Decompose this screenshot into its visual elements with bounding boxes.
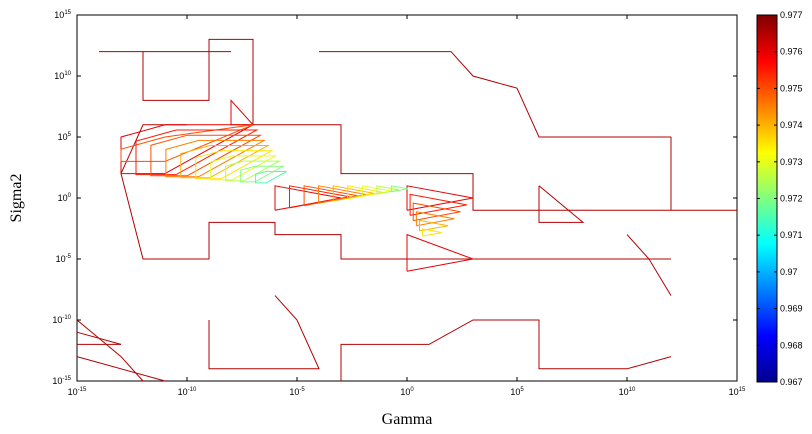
peak-contour-line (376, 185, 400, 195)
colorbar-tick-label: 0.972 (780, 194, 803, 204)
y-tick-label: 10-5 (56, 254, 72, 264)
colorbar-ticks: 0.967 0.968 0.969 0.97 0.971 0.972 0.973 0.974 0… (757, 10, 803, 387)
colorbar: 0.967 0.968 0.969 0.97 0.971 0.972 0.973 0.974 0… (756, 10, 803, 387)
x-tick-label: 1010 (619, 387, 636, 397)
colorbar-tick-label: 0.967 (780, 377, 803, 387)
x-tick-label: 10-5 (289, 387, 305, 397)
peak-contour-line (165, 139, 267, 178)
contour-line (406, 185, 474, 211)
contour-line (319, 51, 671, 138)
peak-contour-line (422, 228, 442, 237)
y-tick-label: 1010 (54, 71, 71, 81)
contour-line (406, 233, 475, 272)
colorbar-tick-label: 0.974 (780, 120, 803, 130)
x-tick-label: 105 (510, 387, 524, 397)
x-axis-label: Gamma (382, 411, 433, 428)
contour-line (340, 319, 672, 381)
contour-line (208, 295, 320, 370)
y-tick-label: 10-10 (52, 315, 71, 325)
peak-contour-line (225, 160, 282, 182)
x-tick-label: 1015 (729, 387, 746, 397)
y-tick-label: 100 (58, 193, 72, 203)
peak-contour-line (210, 155, 278, 181)
x-tick-label: 10-15 (68, 387, 87, 397)
x-tick-label: 100 (400, 387, 414, 397)
y-axis-ticks: 10-15 10-10 10-5 100 105 1010 1015 (52, 10, 737, 386)
peak-contour-line (195, 150, 274, 180)
contour-line (76, 331, 122, 345)
peak-contour-line (409, 193, 467, 216)
y-tick-label: 105 (58, 132, 72, 142)
colorbar-tick-label: 0.976 (780, 47, 803, 57)
contour-lines (76, 38, 737, 382)
colorbar-tick-label: 0.977 (780, 10, 803, 20)
contour-line (120, 124, 254, 162)
peak-contour-line (135, 129, 259, 176)
contour-line (538, 185, 585, 223)
y-axis-label: Sigma2 (8, 174, 25, 223)
colorbar-tick-label: 0.968 (780, 340, 803, 350)
contour-line (626, 234, 672, 296)
contour-line (99, 38, 737, 211)
peak-contour-line (390, 185, 408, 193)
x-axis-ticks: 10-15 10-10 10-5 100 105 1010 1015 (68, 15, 746, 397)
colorbar-tick-label: 0.971 (780, 230, 803, 240)
y-tick-label: 1015 (54, 10, 71, 20)
peak-contour-line (419, 219, 449, 232)
peak-contour-line (412, 202, 461, 222)
contour-line (120, 124, 255, 175)
y-tick-label: 10-15 (52, 376, 71, 386)
peak-contour-line (415, 211, 455, 227)
colorbar-tick-label: 0.975 (780, 83, 803, 93)
peak-contour-line (255, 171, 287, 184)
contour-line (76, 356, 166, 382)
x-tick-label: 10-10 (178, 387, 197, 397)
colorbar-tick-label: 0.973 (780, 157, 803, 167)
peak-contour-line (150, 134, 263, 177)
colorbar-tick-label: 0.969 (780, 304, 803, 314)
colorbar-tick-label: 0.97 (780, 267, 798, 277)
peak-contour-line (240, 165, 285, 183)
